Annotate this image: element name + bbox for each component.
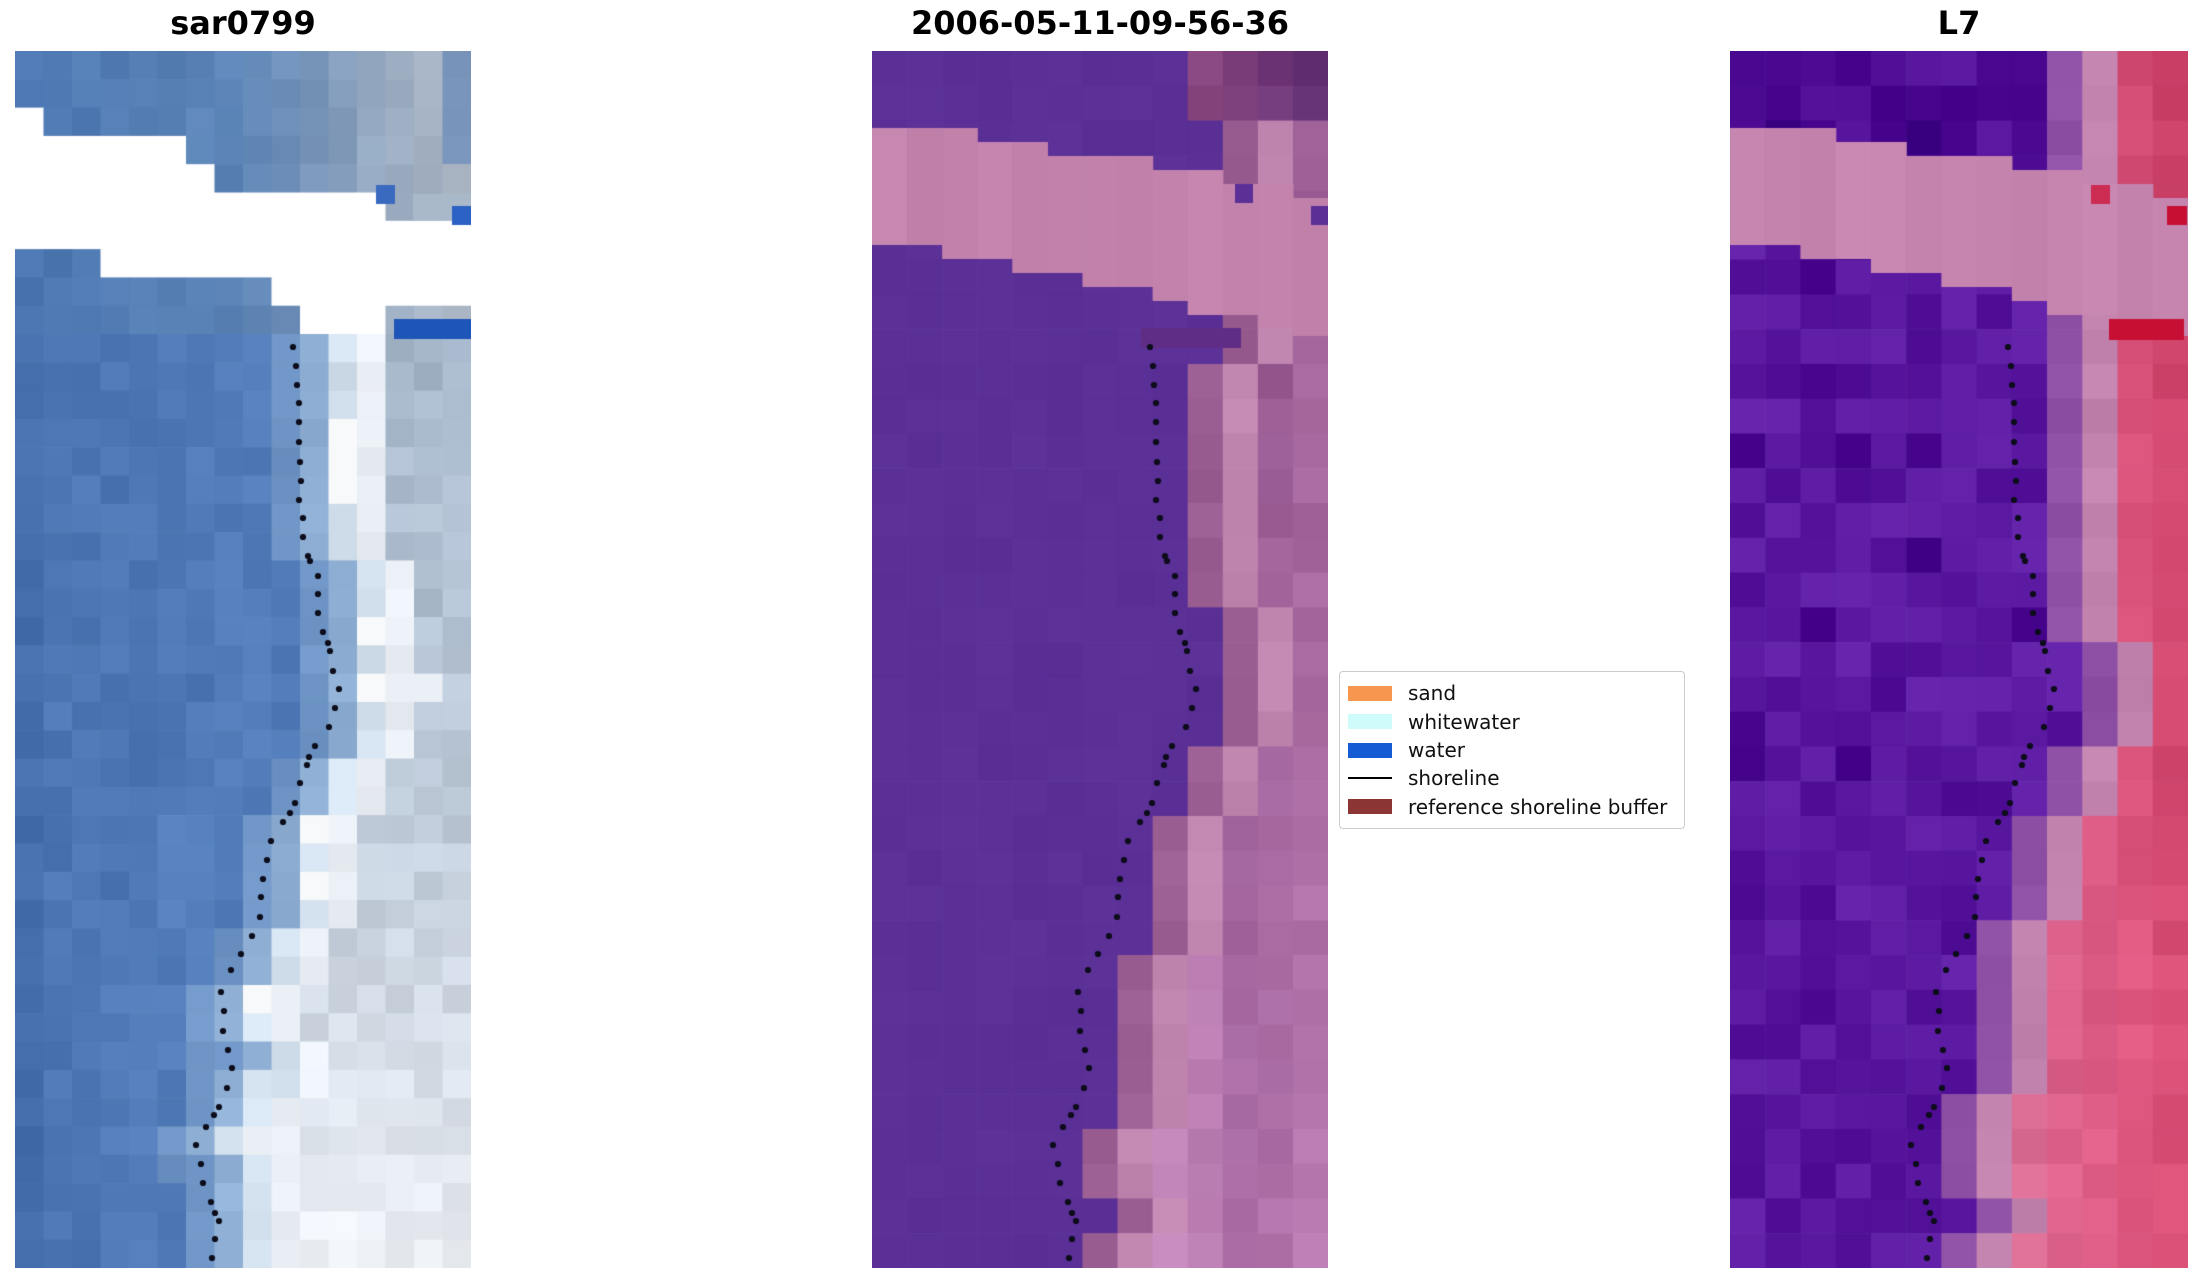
panel-image-l7 [1730,51,2188,1268]
panel-image-classified [872,51,1328,1268]
water-swatch-icon [1348,742,1392,758]
legend-label-water: water [1408,738,1465,763]
legend: sand whitewater water shoreline referenc… [1339,671,1685,829]
legend-label-reference-buffer: reference shoreline buffer [1408,794,1668,819]
sand-swatch-icon [1348,685,1392,701]
legend-label-sand: sand [1408,681,1457,706]
reference-buffer-swatch-icon [1348,799,1392,815]
legend-label-shoreline: shoreline [1408,766,1500,791]
panel-image-sar0799 [15,51,471,1268]
legend-label-whitewater: whitewater [1408,709,1520,734]
panel-title-date: 2006-05-11-09-56-36 [910,4,1290,42]
shoreline-line-icon [1348,777,1392,780]
panel-title-sar0799: sar0799 [170,4,316,42]
whitewater-swatch-icon [1348,714,1392,730]
legend-item-water: water [1348,736,1672,764]
legend-item-shoreline: shoreline [1348,764,1672,792]
legend-item-sand: sand [1348,679,1672,707]
legend-item-whitewater: whitewater [1348,707,1672,735]
panel-title-l7: L7 [1937,4,1981,42]
legend-item-reference-buffer: reference shoreline buffer [1348,793,1672,821]
